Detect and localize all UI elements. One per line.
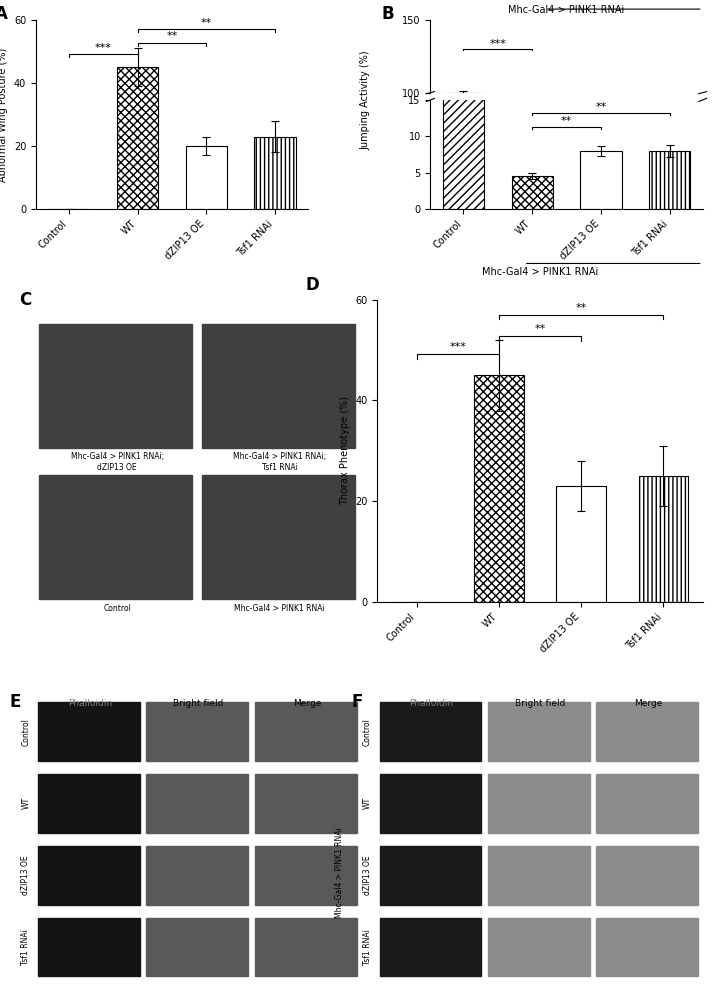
Bar	[580, 151, 622, 209]
Bar	[379, 846, 482, 905]
Text: **: **	[576, 303, 587, 313]
Bar	[201, 324, 355, 448]
Bar	[597, 774, 698, 833]
Text: Merge: Merge	[293, 699, 321, 708]
Text: E: E	[10, 693, 22, 711]
Text: Bright field: Bright field	[174, 699, 224, 708]
Bar	[255, 918, 357, 976]
Text: **: **	[201, 18, 212, 28]
Text: **: **	[534, 324, 546, 334]
Text: D: D	[306, 276, 320, 294]
Bar	[649, 151, 690, 209]
Text: WT: WT	[22, 797, 30, 809]
Text: Mhc-Gal4 > PINK1 RNAi: Mhc-Gal4 > PINK1 RNAi	[335, 827, 344, 918]
Bar	[117, 67, 158, 209]
Text: ***: ***	[490, 39, 506, 49]
Bar	[649, 226, 690, 238]
Text: C: C	[19, 291, 32, 309]
Bar	[255, 702, 357, 761]
Text: ***: ***	[95, 43, 112, 53]
Bar	[146, 918, 248, 976]
Text: ***: ***	[450, 342, 466, 352]
Bar	[201, 475, 355, 599]
Y-axis label: Thorax Phenotype (%): Thorax Phenotype (%)	[340, 396, 350, 505]
Text: **: **	[561, 116, 572, 126]
Bar	[39, 475, 192, 599]
Text: B: B	[381, 5, 394, 23]
Bar	[512, 231, 553, 238]
Bar	[186, 146, 227, 209]
Bar	[255, 774, 357, 833]
Text: Mhc-Gal4 > PINK1 RNAi: Mhc-Gal4 > PINK1 RNAi	[0, 827, 2, 918]
Text: Merge: Merge	[635, 699, 663, 708]
Text: **: **	[166, 31, 178, 41]
Bar	[488, 918, 590, 976]
Title: Mhc-Gal4 > PINK1 RNAi: Mhc-Gal4 > PINK1 RNAi	[508, 5, 625, 15]
Bar	[38, 702, 140, 761]
Y-axis label: Abnormal Wing Posture (%): Abnormal Wing Posture (%)	[0, 47, 8, 182]
Text: Control: Control	[363, 718, 372, 746]
Text: Tsf1 RNAi: Tsf1 RNAi	[22, 929, 30, 965]
Text: Bright field: Bright field	[515, 699, 565, 708]
Bar	[379, 702, 482, 761]
Text: A: A	[0, 5, 8, 23]
Bar	[38, 774, 140, 833]
Bar	[512, 176, 553, 209]
Bar	[580, 226, 622, 238]
Text: Control: Control	[103, 604, 131, 613]
Text: F: F	[351, 693, 363, 711]
Text: Phalloidin: Phalloidin	[409, 699, 454, 708]
Bar	[475, 375, 523, 602]
Bar	[488, 702, 590, 761]
Text: WT: WT	[363, 797, 372, 809]
Text: Mhc-Gal4 > PINK1 RNAi;
Tsf1 RNAi: Mhc-Gal4 > PINK1 RNAi; Tsf1 RNAi	[233, 452, 326, 472]
Text: Phalloidin: Phalloidin	[68, 699, 112, 708]
Bar	[556, 486, 606, 602]
Bar	[38, 918, 140, 976]
Bar	[379, 774, 482, 833]
Title: Mhc-Gal4 > PINK1 RNAi: Mhc-Gal4 > PINK1 RNAi	[482, 267, 598, 277]
Bar	[255, 846, 357, 905]
Bar	[488, 774, 590, 833]
Text: Mhc-Gal4 > PINK1 RNAi: Mhc-Gal4 > PINK1 RNAi	[234, 604, 326, 613]
Bar	[488, 846, 590, 905]
Bar	[597, 702, 698, 761]
Bar	[146, 702, 248, 761]
Text: Tsf1 RNAi: Tsf1 RNAi	[363, 929, 372, 965]
Bar	[639, 476, 688, 602]
Text: dZIP13 OE: dZIP13 OE	[363, 855, 372, 895]
Bar	[255, 137, 295, 209]
Bar	[146, 846, 248, 905]
Bar	[443, 0, 484, 209]
Bar	[597, 918, 698, 976]
Bar	[379, 918, 482, 976]
Text: Control: Control	[22, 718, 30, 746]
Text: **: **	[595, 102, 607, 112]
Bar	[38, 846, 140, 905]
Bar	[597, 846, 698, 905]
Y-axis label: Jumping Activity (%): Jumping Activity (%)	[361, 50, 371, 150]
Bar	[39, 324, 192, 448]
Text: dZIP13 OE: dZIP13 OE	[22, 855, 30, 895]
Bar	[146, 774, 248, 833]
Text: Mhc-Gal4 > PINK1 RNAi;
dZIP13 OE: Mhc-Gal4 > PINK1 RNAi; dZIP13 OE	[70, 452, 163, 472]
Bar	[443, 93, 484, 238]
